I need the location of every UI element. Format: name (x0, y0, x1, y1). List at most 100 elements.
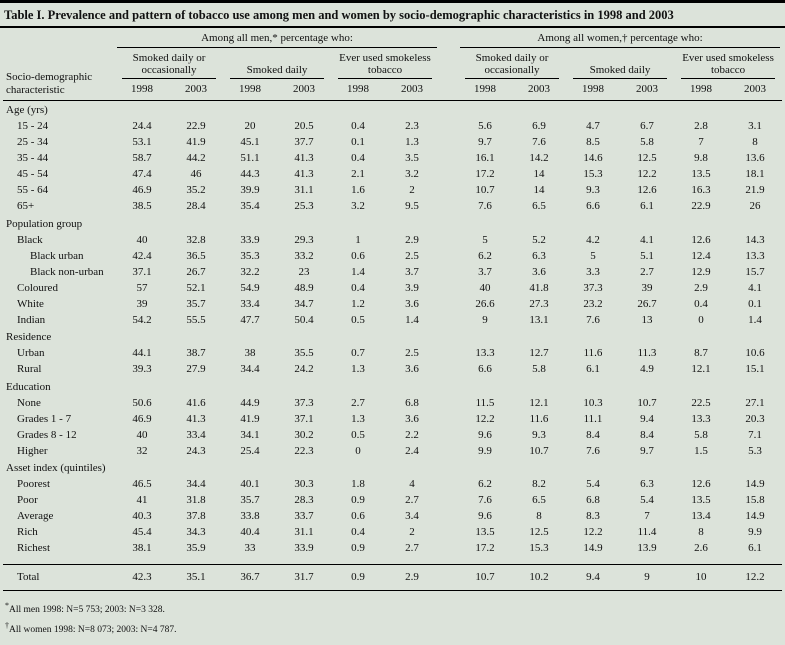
data-cell: 0.4 (351, 152, 365, 164)
data-cell: 12.1 (529, 396, 549, 409)
data-cell: 40 (136, 428, 148, 441)
data-cell: 6.8 (586, 494, 600, 506)
data-cell: 0.4 (351, 281, 365, 294)
data-cell: 46 (190, 168, 202, 180)
row-label: Grades 8 - 12 (17, 428, 77, 441)
data-cell: 3.9 (405, 281, 419, 294)
data-cell: 2.9 (694, 281, 708, 294)
year-header: 2003 (512, 79, 567, 101)
column-gap (439, 346, 458, 362)
data-cell: 15.1 (745, 363, 765, 375)
data-cell: 37.8 (186, 510, 206, 522)
column-gap (439, 541, 458, 557)
data-cell: 41.6 (186, 396, 206, 409)
data-cell: 5.8 (532, 363, 546, 375)
data-cell: 2.6 (694, 542, 708, 554)
data-cell: 10.2 (512, 563, 567, 591)
data-cell: 41.3 (294, 168, 314, 180)
data-cell: 21.9 (745, 184, 765, 196)
data-cell: 15.3 (583, 168, 603, 180)
data-cell: 2.5 (405, 249, 419, 262)
data-cell: 48.9 (294, 281, 314, 294)
data-cell: 13.3 (475, 347, 495, 359)
data-cell: 52.1 (186, 281, 206, 294)
data-cell: 26 (749, 200, 761, 212)
data-cell: 40 (136, 233, 148, 246)
column-gap (439, 151, 458, 167)
section-row: Education (3, 378, 782, 396)
table-row: 45 - 54 47.4 46 44.3 41.3 2.1 3.2 17.2 14 15.3 12.… (3, 167, 782, 183)
data-cell: 11.5 (475, 396, 495, 409)
data-cell: 51.1 (240, 152, 260, 164)
year-header: 2003 (728, 79, 783, 101)
data-cell: 45.4 (132, 526, 152, 538)
table-row: Coloured 57 52.1 54.9 48.9 0.4 3.9 40 41.8 37.3 39… (3, 280, 782, 296)
table-title: Table I. Prevalence and pattern of tobac… (0, 3, 785, 28)
data-cell: 31.7 (277, 563, 331, 591)
data-cell: 6.5 (532, 200, 546, 212)
data-cell: 13.5 (691, 494, 711, 506)
data-cell: 44.9 (240, 396, 260, 409)
data-cell: 3.5 (405, 152, 419, 164)
data-cell: 0.1 (351, 136, 365, 148)
data-cell: 0.4 (694, 297, 708, 310)
data-cell: 20.3 (745, 412, 765, 425)
data-cell: 46.5 (132, 478, 152, 490)
spacer-cell (3, 557, 782, 565)
men-smoked-occasionally-header: Smoked daily or occasionally (115, 48, 223, 79)
data-cell: 9 (482, 313, 488, 326)
data-cell: 2.7 (351, 396, 365, 409)
data-cell: 10.7 (637, 396, 657, 409)
data-cell: 35.9 (186, 542, 206, 554)
data-cell: 1 (355, 233, 361, 246)
year-header: 2003 (620, 79, 675, 101)
row-label: 15 - 24 (17, 120, 49, 132)
men-smokeless-header: Ever used smokeless tobacco (331, 48, 439, 79)
women-smokeless-header: Ever used smokeless tobacco (674, 48, 782, 79)
year-header: 2003 (277, 79, 331, 101)
data-cell: 6.9 (532, 120, 546, 132)
data-cell: 24.4 (132, 120, 152, 132)
footnote-marker: † (5, 620, 9, 630)
column-gap (439, 493, 458, 509)
data-cell: 47.7 (240, 313, 260, 326)
data-cell: 41.9 (186, 136, 206, 148)
data-cell: 0.9 (351, 494, 365, 506)
data-cell: 36.5 (186, 249, 206, 262)
data-cell: 24.2 (294, 363, 314, 375)
data-cell: 30.3 (294, 478, 314, 490)
table-row: White 39 35.7 33.4 34.7 1.2 3.6 26.6 27.3 23.2 26.… (3, 296, 782, 312)
data-cell: 2.7 (405, 542, 419, 554)
data-cell: 5.1 (640, 249, 654, 262)
data-cell: 35.7 (240, 494, 260, 506)
data-cell: 39 (136, 297, 148, 310)
data-cell: 10.7 (475, 184, 495, 196)
data-cell: 3.3 (586, 265, 600, 278)
data-cell: 13.3 (691, 412, 711, 425)
data-cell: 22.3 (294, 444, 314, 457)
data-cell: 13.5 (475, 526, 495, 538)
row-label: 55 - 64 (17, 184, 49, 196)
data-cell: 26.7 (186, 265, 206, 278)
data-cell: 13.1 (529, 313, 549, 326)
data-cell: 1.4 (351, 265, 365, 278)
data-cell: 10.3 (583, 396, 603, 409)
table-row: Grades 8 - 12 40 33.4 34.1 30.2 0.5 2.2 9.6 9.3 8… (3, 427, 782, 443)
row-label: White (17, 297, 44, 310)
data-cell: 35.1 (169, 563, 223, 591)
column-gap (439, 525, 458, 541)
column-gap (439, 427, 458, 443)
data-cell: 8.3 (586, 510, 600, 522)
data-cell: 27.9 (186, 363, 206, 375)
data-cell: 7.6 (532, 136, 546, 148)
data-cell: 10 (674, 563, 729, 591)
data-cell: 17.2 (475, 542, 495, 554)
row-label: 45 - 54 (17, 168, 49, 180)
data-cell: 22.9 (691, 200, 711, 212)
data-cell: 2.9 (405, 233, 419, 246)
data-cell: 0.1 (748, 297, 762, 310)
data-cell: 6.6 (478, 363, 492, 375)
data-cell: 6.3 (532, 249, 546, 262)
footnote-marker: * (5, 600, 9, 610)
data-cell: 22.5 (691, 396, 711, 409)
